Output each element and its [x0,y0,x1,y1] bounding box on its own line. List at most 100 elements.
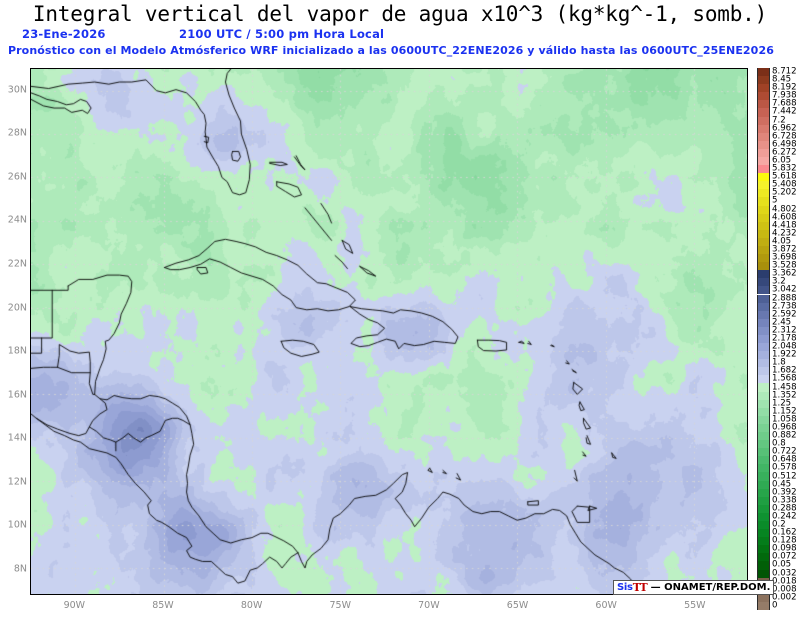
colorbar-tick-label: 2.888 [772,293,797,304]
longitude-tick-label: 55W [684,600,706,611]
colorbar-row: 4.802 [757,204,800,215]
agency-logo: Sis TT — ONAMET/REP.DOM. [613,580,775,595]
colorbar-row: 0.2 [757,521,800,530]
colorbar-tick-label: 4.418 [772,220,797,231]
colorbar-swatch [757,472,770,481]
colorbar-tick-label: 0.968 [772,422,797,433]
colorbar-swatch [757,359,770,368]
longitude-tick-label: 80W [240,600,263,611]
colorbar-tick-label: 7.442 [772,107,797,118]
colorbar-swatch [757,399,770,408]
map-plot-area[interactable] [30,68,748,595]
colorbar-row: 0.968 [757,422,800,433]
colorbar-row: 0.05 [757,561,800,570]
colorbar-tick-label: 3.698 [772,252,797,263]
colorbar-tick-label: 6.05 [772,155,792,166]
latitude-tick-label: 30N [7,84,27,96]
colorbar-row: 0.45 [757,480,800,489]
colorbar-row: 3.528 [757,262,800,271]
colorbar-swatch [757,189,770,198]
forecast-date: 23-Ene-2026 [22,27,106,41]
colorbar-swatch [757,92,770,101]
colorbar-row: 1.152 [757,407,800,416]
colorbar-row: 0.032 [757,568,800,579]
colorbar-row: 7.442 [757,107,800,118]
colorbar-row: 1.458 [757,382,800,393]
colorbar-row: 1.058 [757,415,800,424]
colorbar-tick-label: 4.608 [772,212,797,223]
colorbar-swatch [757,383,770,392]
colorbar-tick-label: 6.962 [772,123,797,134]
header: Integral vertical del vapor de agua x10^… [0,0,800,64]
colorbar-swatch [757,181,770,190]
colorbar-swatch [757,254,770,263]
latitude-axis: 30N 28N 26N 24N 22N 20N 18N 16N 14N 12N 10N 8N [0,68,27,595]
colorbar-swatch [757,318,770,327]
colorbar-row: 3.872 [757,245,800,255]
colorbar-row: 1.682 [757,367,800,376]
colorbar-swatch [757,448,770,457]
colorbar-swatch [757,237,770,246]
colorbar-tick-label: 0 [772,600,778,611]
colorbar-row: 3.2 [757,278,800,287]
colorbar-tick-label: 0.032 [772,568,797,579]
colorbar-tick-label: 0.128 [772,535,797,546]
colorbar-row: 4.232 [757,229,800,238]
colorbar-swatch [757,310,770,319]
colorbar-row: 3.362 [757,268,800,279]
colorbar-tick-label: 0.338 [772,495,797,506]
colorbar-row: 0.128 [757,535,800,546]
colorbar-tick-label: 8.45 [772,74,792,85]
colorbar-swatch [757,302,770,311]
colorbar-row: 8.45 [757,74,800,85]
colorbar-row: 7.938 [757,92,800,101]
colorbar-row: 2.738 [757,302,800,311]
page-title: Integral vertical del vapor de agua x10^… [32,2,768,26]
colorbar-swatch [757,229,770,238]
colorbar-tick-label: 5.618 [772,171,797,182]
colorbar-swatch [757,262,770,271]
colorbar-swatch [757,440,770,449]
colorbar-row: 0.512 [757,472,800,481]
colorbar-swatch [757,521,770,530]
logo-sis-text: Sis [617,582,633,593]
colorbar-row: 0.242 [757,513,800,521]
colorbar-swatch [757,140,770,149]
logo-tt-icon: TT [632,581,648,594]
colorbar-tick-label: 0.242 [772,511,797,522]
colorbar-swatch [757,593,770,602]
colorbar-tick-label: 4.802 [772,204,797,215]
colorbar-tick-label: 3.362 [772,268,797,279]
colorbar-tick-label: 1.458 [772,382,797,393]
colorbar-swatch [757,537,770,546]
colorbar-row: 6.498 [757,139,800,150]
colorbar-swatch [757,165,770,174]
colorbar-tick-label: 1.922 [772,349,797,360]
colorbar-tick-label: 6.498 [772,139,797,150]
longitude-tick-label: 65W [506,600,529,611]
colorbar-swatch [757,512,770,521]
colorbar-swatch [757,221,770,230]
colorbar-swatch [757,197,770,206]
colorbar-swatch [757,334,770,344]
colorbar-tick-label: 4.05 [772,236,792,247]
colorbar-swatch [757,351,770,360]
latitude-tick-label: 14N [7,432,27,444]
colorbar-row: 1.568 [757,375,800,384]
colorbar-row: 0.648 [757,456,800,465]
colorbar-row: 6.272 [757,149,800,157]
colorbar-swatch [757,205,770,214]
colorbar-row: 2.45 [757,318,800,327]
colorbar-row: 5.832 [757,165,800,174]
colorbar-row: 0.882 [757,432,800,441]
colorbar-row: 2.178 [757,334,800,344]
colorbar-swatch [757,343,770,352]
colorbar-row: 4.608 [757,212,800,223]
colorbar-swatch [757,294,770,303]
colorbar-swatch [757,488,770,497]
colorbar-tick-label: 0.8 [772,438,786,449]
colorbar-tick-label: 1.25 [772,398,792,409]
colorbar-swatch [757,100,770,109]
colorbar-row: 6.962 [757,123,800,134]
colorbar-swatch [757,245,770,255]
